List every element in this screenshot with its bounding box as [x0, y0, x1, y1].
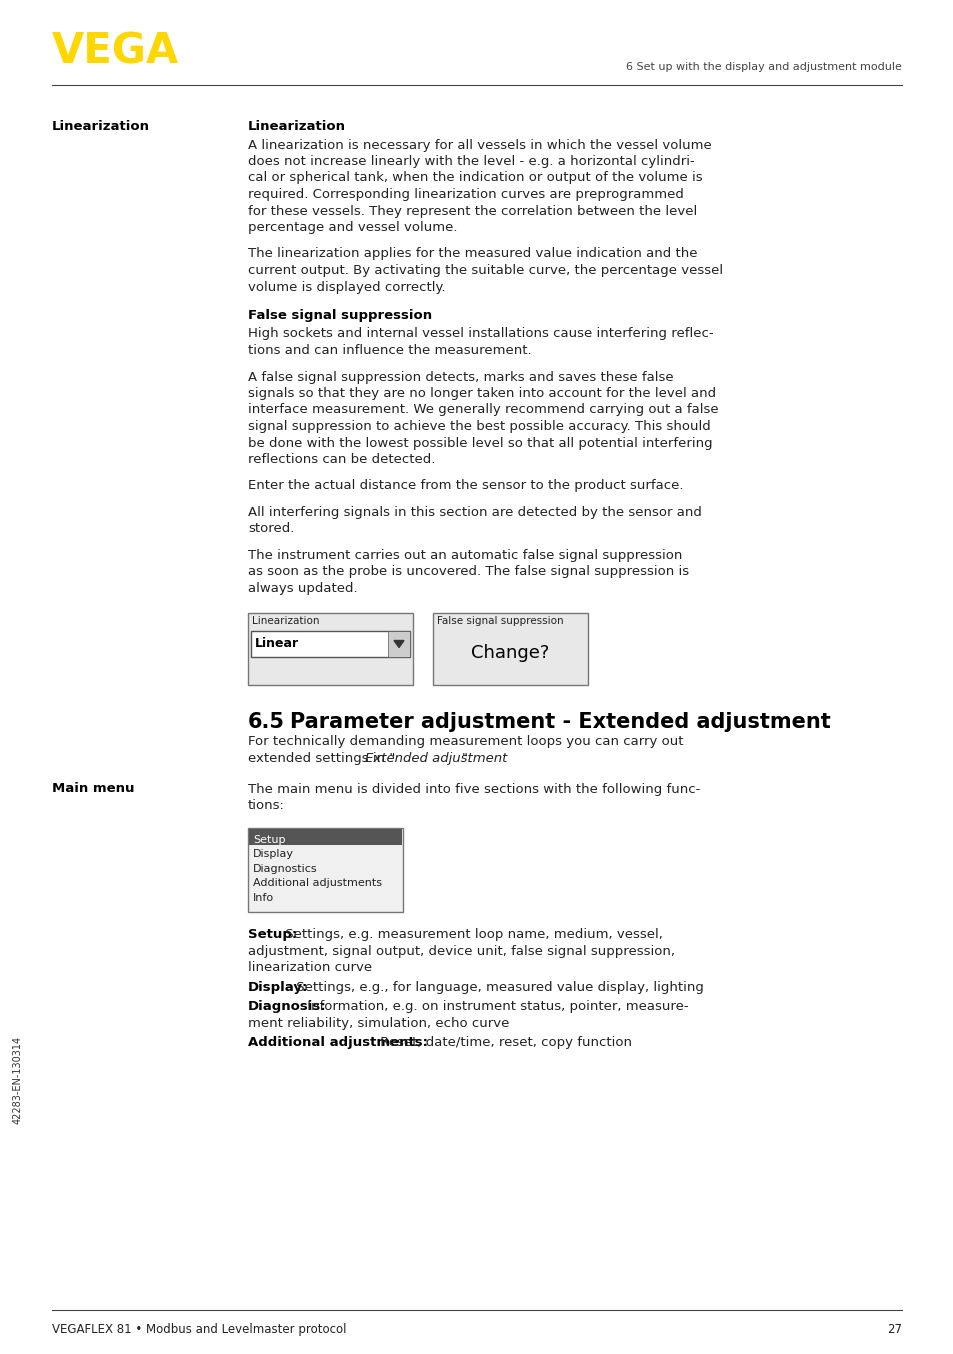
Text: Linearization: Linearization [252, 616, 319, 626]
FancyBboxPatch shape [248, 612, 413, 685]
Text: High sockets and internal vessel installations cause interfering reflec-: High sockets and internal vessel install… [248, 328, 713, 340]
Text: VEGA: VEGA [52, 30, 179, 72]
Text: linearization curve: linearization curve [248, 961, 372, 974]
FancyBboxPatch shape [251, 631, 410, 657]
Text: VEGAFLEX 81 • Modbus and Levelmaster protocol: VEGAFLEX 81 • Modbus and Levelmaster pro… [52, 1323, 346, 1336]
Text: reflections can be detected.: reflections can be detected. [248, 454, 435, 466]
FancyBboxPatch shape [249, 829, 401, 845]
Text: adjustment, signal output, device unit, false signal suppression,: adjustment, signal output, device unit, … [248, 945, 675, 957]
FancyBboxPatch shape [433, 612, 587, 685]
Text: Reset, date/time, reset, copy function: Reset, date/time, reset, copy function [375, 1036, 631, 1049]
Text: ".: ". [461, 751, 471, 765]
Text: A false signal suppression detects, marks and saves these false: A false signal suppression detects, mark… [248, 371, 673, 383]
Text: 6 Set up with the display and adjustment module: 6 Set up with the display and adjustment… [625, 62, 901, 72]
FancyBboxPatch shape [248, 827, 402, 913]
Text: Linearization: Linearization [52, 121, 150, 133]
Text: 27: 27 [886, 1323, 901, 1336]
Text: False signal suppression: False signal suppression [248, 309, 432, 322]
Text: The linearization applies for the measured value indication and the: The linearization applies for the measur… [248, 248, 697, 260]
Text: 6.5: 6.5 [248, 712, 285, 733]
Text: Main menu: Main menu [52, 783, 134, 796]
Text: Info: Info [253, 892, 274, 903]
Text: be done with the lowest possible level so that all potential interfering: be done with the lowest possible level s… [248, 436, 712, 450]
Text: extended settings in ": extended settings in " [248, 751, 395, 765]
Text: Display:: Display: [248, 980, 308, 994]
Text: Information, e.g. on instrument status, pointer, measure-: Information, e.g. on instrument status, … [303, 1001, 688, 1013]
Text: Settings, e.g. measurement loop name, medium, vessel,: Settings, e.g. measurement loop name, me… [281, 927, 662, 941]
Text: Change?: Change? [471, 645, 549, 662]
Text: The instrument carries out an automatic false signal suppression: The instrument carries out an automatic … [248, 548, 681, 562]
Text: Additional adjustments: Additional adjustments [253, 879, 381, 888]
Text: cal or spherical tank, when the indication or output of the volume is: cal or spherical tank, when the indicati… [248, 172, 702, 184]
Text: False signal suppression: False signal suppression [436, 616, 563, 626]
Text: volume is displayed correctly.: volume is displayed correctly. [248, 280, 445, 294]
Text: Linear: Linear [254, 636, 299, 650]
Text: tions and can influence the measurement.: tions and can influence the measurement. [248, 344, 531, 357]
Text: For technically demanding measurement loops you can carry out: For technically demanding measurement lo… [248, 735, 682, 749]
Text: stored.: stored. [248, 523, 294, 535]
Text: Extended adjustment: Extended adjustment [364, 751, 506, 765]
Text: Diagnosis:: Diagnosis: [248, 1001, 326, 1013]
Polygon shape [394, 640, 403, 647]
Text: signals so that they are no longer taken into account for the level and: signals so that they are no longer taken… [248, 387, 716, 399]
Text: always updated.: always updated. [248, 582, 357, 594]
Text: does not increase linearly with the level - e.g. a horizontal cylindri-: does not increase linearly with the leve… [248, 154, 694, 168]
Text: Diagnostics: Diagnostics [253, 864, 317, 873]
Text: Parameter adjustment - Extended adjustment: Parameter adjustment - Extended adjustme… [290, 712, 830, 733]
Text: as soon as the probe is uncovered. The false signal suppression is: as soon as the probe is uncovered. The f… [248, 566, 688, 578]
Text: percentage and vessel volume.: percentage and vessel volume. [248, 221, 457, 234]
Text: current output. By activating the suitable curve, the percentage vessel: current output. By activating the suitab… [248, 264, 722, 278]
Text: Display: Display [253, 849, 294, 860]
Text: Setup:: Setup: [248, 927, 297, 941]
Text: for these vessels. They represent the correlation between the level: for these vessels. They represent the co… [248, 204, 697, 218]
Text: Linearization: Linearization [248, 121, 346, 133]
Text: Setup: Setup [253, 835, 285, 845]
Text: Enter the actual distance from the sensor to the product surface.: Enter the actual distance from the senso… [248, 479, 682, 493]
Text: Additional adjustments:: Additional adjustments: [248, 1036, 428, 1049]
Text: 42283-EN-130314: 42283-EN-130314 [13, 1036, 23, 1124]
Text: signal suppression to achieve the best possible accuracy. This should: signal suppression to achieve the best p… [248, 420, 710, 433]
FancyBboxPatch shape [388, 631, 410, 657]
Text: tions:: tions: [248, 799, 285, 812]
Text: required. Corresponding linearization curves are preprogrammed: required. Corresponding linearization cu… [248, 188, 683, 200]
Text: ment reliability, simulation, echo curve: ment reliability, simulation, echo curve [248, 1017, 509, 1029]
Text: All interfering signals in this section are detected by the sensor and: All interfering signals in this section … [248, 506, 701, 519]
Text: The main menu is divided into five sections with the following func-: The main menu is divided into five secti… [248, 783, 700, 796]
Text: A linearization is necessary for all vessels in which the vessel volume: A linearization is necessary for all ves… [248, 138, 711, 152]
Text: interface measurement. We generally recommend carrying out a false: interface measurement. We generally reco… [248, 403, 718, 417]
Text: Settings, e.g., for language, measured value display, lighting: Settings, e.g., for language, measured v… [292, 980, 703, 994]
